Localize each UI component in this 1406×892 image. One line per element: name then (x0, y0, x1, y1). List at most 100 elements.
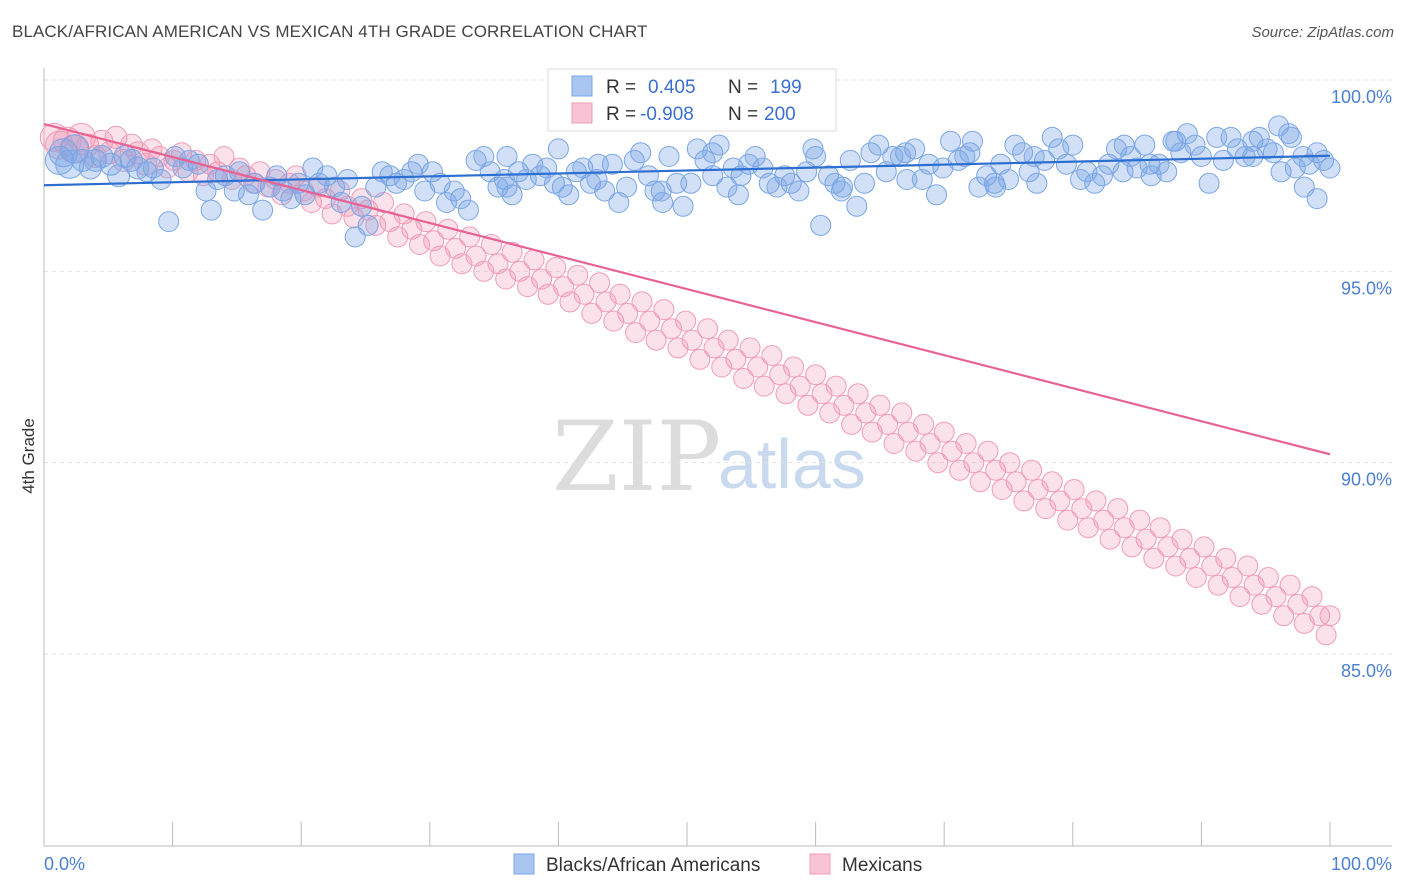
point-blacks-180 (547, 138, 569, 160)
point-blacks-129 (968, 176, 990, 198)
point-blacks-44 (357, 214, 379, 236)
point-blacks-8 (99, 152, 123, 176)
point-blacks-89 (680, 172, 702, 194)
point-mexicans-58 (459, 226, 481, 248)
point-blacks-187 (1165, 130, 1187, 152)
point-mexicans-24 (213, 146, 235, 167)
point-mexicans-116 (877, 413, 899, 435)
point-mexicans-141 (1057, 509, 1079, 531)
point-blacks-17 (164, 146, 186, 167)
point-mexicans-143 (1071, 498, 1093, 520)
point-blacks-196 (727, 184, 749, 206)
point-mexicans-111 (841, 413, 863, 435)
trend-lines (43, 122, 1331, 456)
watermark-zip: ZIP (552, 401, 721, 513)
point-blacks-123 (926, 184, 947, 206)
series-mexicans (39, 122, 1341, 646)
point-mexicans-89 (681, 329, 703, 351)
point-blacks-130 (976, 165, 998, 187)
point-blacks-3 (60, 134, 90, 164)
point-mexicans-115 (869, 394, 891, 416)
point-mexicans-83 (639, 310, 661, 332)
point-mexicans-166 (1237, 555, 1259, 577)
point-blacks-124 (932, 157, 954, 179)
point-blacks-181 (702, 142, 724, 164)
point-blacks-111 (839, 149, 861, 171)
point-mexicans-172 (1279, 574, 1301, 596)
point-blacks-2 (55, 149, 85, 179)
point-blacks-29 (252, 199, 274, 221)
point-mexicans-81 (625, 322, 647, 344)
point-blacks-199 (496, 176, 518, 198)
point-mexicans-87 (667, 337, 689, 359)
point-mexicans-142 (1063, 479, 1085, 500)
point-blacks-52 (414, 180, 436, 202)
point-blacks-152 (1134, 134, 1156, 156)
legend-r-value-blue: 0.405 (648, 77, 696, 98)
point-mexicans-90 (689, 348, 711, 370)
point-mexicans-101 (769, 364, 791, 386)
point-mexicans-76 (589, 272, 611, 294)
legend-r-label-pink: R = (606, 104, 636, 125)
point-blacks-146 (1091, 165, 1113, 187)
x-ticks (43, 822, 1331, 846)
point-blacks-107 (810, 214, 832, 236)
point-mexicans-113 (855, 402, 877, 424)
point-blacks-142 (1062, 134, 1084, 156)
point-mexicans-67 (523, 249, 545, 271)
point-blacks-175 (1298, 153, 1320, 175)
point-blacks-55 (436, 192, 457, 213)
point-mexicans-150 (1121, 536, 1143, 558)
point-blacks-179 (496, 146, 518, 167)
point-blacks-141 (1055, 153, 1077, 175)
point-mexicans-139 (1041, 471, 1063, 493)
point-blacks-94 (716, 176, 738, 198)
point-mexicans-77 (595, 291, 617, 313)
point-mexicans-62 (487, 253, 509, 275)
point-blacks-173 (1284, 157, 1306, 179)
point-blacks-33 (280, 188, 302, 210)
point-mexicans-82 (631, 291, 653, 313)
point-mexicans-94 (717, 329, 739, 351)
point-blacks-103 (780, 172, 802, 194)
point-mexicans-114 (861, 421, 883, 443)
point-blacks-54 (429, 172, 451, 194)
point-mexicans-96 (733, 368, 755, 389)
point-mexicans-135 (1013, 490, 1035, 512)
point-mexicans-121 (913, 413, 935, 435)
point-blacks-137 (1026, 172, 1048, 194)
point-mexicans-100 (761, 345, 783, 366)
legend-box (547, 68, 837, 132)
point-blacks-151 (1126, 157, 1148, 179)
point-blacks-161 (1198, 172, 1220, 194)
legend-swatch-pink (571, 102, 593, 124)
point-blacks-80 (616, 176, 638, 198)
point-mexicans-73 (567, 264, 589, 286)
point-mexicans-158 (1179, 547, 1201, 569)
point-blacks-184 (959, 142, 981, 164)
x-tick-label-max: 100.0% (1331, 854, 1392, 874)
point-mexicans-59 (465, 245, 487, 267)
point-mexicans-74 (573, 283, 595, 305)
point-mexicans-98 (747, 356, 769, 378)
point-blacks-113 (854, 172, 875, 194)
point-mexicans-178 (1319, 605, 1341, 627)
point-blacks-15 (150, 169, 172, 190)
point-mexicans-134 (1005, 471, 1027, 493)
point-mexicans-169 (1257, 567, 1279, 588)
point-blacks-82 (630, 142, 652, 164)
point-mexicans-119 (897, 421, 919, 443)
point-mexicans-72 (559, 291, 581, 313)
point-blacks-14 (142, 157, 164, 179)
point-blacks-178 (1319, 157, 1341, 179)
point-blacks-57 (450, 188, 472, 210)
legend-stats: R = 0.405 N = 199 R = -0.908 N = 200 (547, 68, 837, 132)
point-mexicans-104 (789, 375, 811, 397)
x-tick-label-min: 0.0% (44, 854, 85, 874)
point-mexicans-136 (1021, 459, 1043, 481)
point-blacks-16 (158, 211, 180, 233)
point-blacks-168 (1248, 126, 1270, 148)
legend-bottom-label-blue: Blacks/African Americans (546, 855, 760, 876)
point-mexicans-160 (1193, 536, 1215, 558)
